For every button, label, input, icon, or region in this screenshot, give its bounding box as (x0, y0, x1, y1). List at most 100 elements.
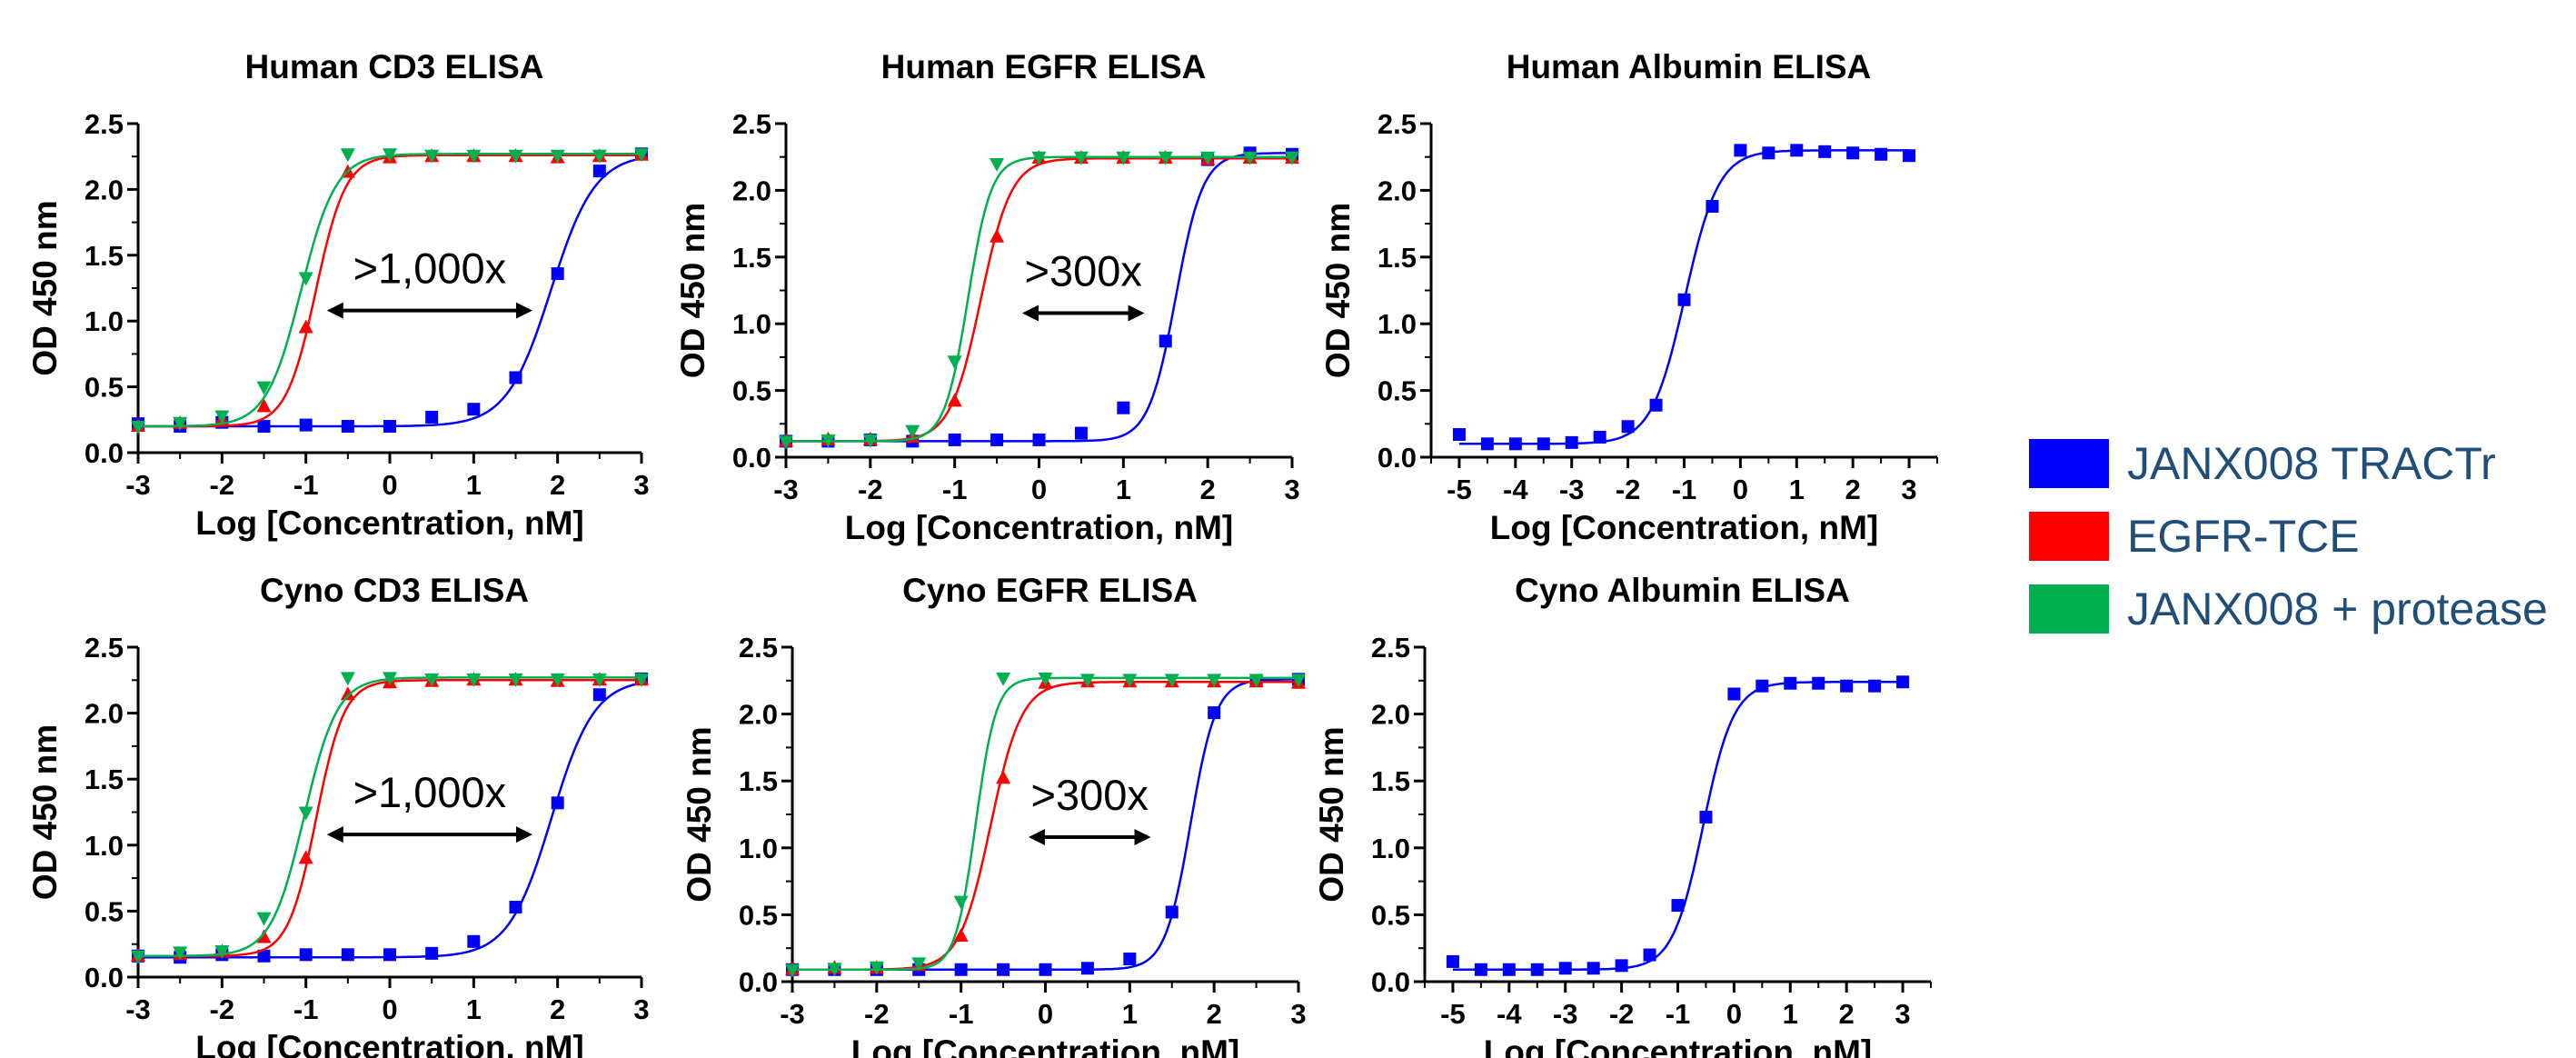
data-point (592, 673, 607, 687)
data-point (990, 228, 1005, 243)
data-point (1586, 962, 1600, 975)
x-tick-label: 3 (1290, 998, 1306, 1030)
data-point (298, 319, 313, 334)
data-point (256, 912, 272, 926)
fold-change-label: >300x (1031, 771, 1149, 819)
data-point (257, 949, 271, 963)
data-point (1073, 151, 1089, 165)
fold-change-label: >1,000x (353, 245, 507, 293)
data-point (1159, 334, 1172, 348)
series-curve (792, 676, 1298, 972)
x-tick-label: -1 (949, 998, 974, 1030)
y-axis-label: OD 450 nm (681, 726, 718, 902)
y-tick-label: 0.0 (1378, 442, 1417, 474)
series (779, 150, 1299, 447)
data-point (383, 420, 396, 434)
arrow-head-left (1021, 304, 1039, 322)
x-tick-label: 1 (466, 993, 482, 1025)
data-point (1762, 146, 1775, 160)
x-tick-label: -2 (210, 469, 235, 501)
data-point (383, 672, 397, 686)
y-tick-label: 1.0 (85, 830, 124, 862)
series-curve (138, 679, 642, 958)
data-point (298, 806, 313, 821)
data-point (131, 421, 145, 435)
y-tick-label: 1.5 (85, 240, 124, 272)
arrow-head-right (1134, 829, 1151, 846)
data-point (424, 673, 440, 687)
y-tick-label: 0.5 (1371, 899, 1410, 931)
series (131, 148, 649, 435)
y-tick-label: 0.5 (85, 895, 124, 927)
data-point (1446, 954, 1459, 968)
data-point (340, 686, 355, 701)
y-tick-label: 2.5 (1378, 108, 1417, 140)
x-tick-label: 2 (1207, 998, 1222, 1030)
arrow-head-left (326, 826, 343, 843)
y-tick-label: 2.5 (1371, 632, 1410, 664)
data-point (383, 148, 397, 163)
data-point (1291, 674, 1306, 688)
x-tick-label: -1 (1666, 998, 1691, 1030)
chart-title: Cyno EGFR ELISA (902, 572, 1198, 609)
y-tick-label: 2.0 (739, 699, 778, 731)
x-tick-label: 3 (633, 993, 649, 1025)
chart-panel: Cyno CD3 ELISA 0.0 0.5 1.0 1.5 2.0 2.5 -3 -2 -1 0 1… (26, 572, 650, 1058)
x-tick-label: -2 (858, 474, 883, 505)
data-point (1123, 952, 1137, 965)
data-point (340, 672, 355, 686)
y-tick-label: 2.0 (85, 174, 124, 205)
fold-change-label: >1,000x (353, 768, 507, 816)
x-tick-label: 1 (466, 469, 482, 501)
series (131, 672, 649, 964)
data-point (551, 796, 564, 810)
series (785, 674, 1306, 975)
data-point (1643, 948, 1656, 962)
data-point (383, 948, 396, 962)
x-tick-label: -2 (1616, 474, 1641, 505)
chart-panel: Human CD3 ELISA 0.0 0.5 1.0 1.5 2.0 2.5 -3 -2 -1 0… (26, 48, 650, 542)
data-point (1537, 437, 1550, 451)
series (785, 672, 1306, 978)
data-point (298, 272, 313, 286)
data-point (905, 424, 920, 439)
data-point (821, 434, 836, 448)
y-tick-label: 1.0 (1378, 308, 1417, 340)
data-point (1038, 672, 1053, 686)
series-curve (792, 678, 1298, 972)
data-point (1474, 963, 1487, 976)
series (131, 672, 649, 962)
arrow-head-left (1028, 829, 1045, 846)
data-point (1755, 679, 1769, 693)
data-point (1677, 293, 1691, 306)
data-point (341, 420, 354, 434)
y-axis-label: OD 450 nm (26, 724, 64, 900)
data-point (1734, 144, 1747, 157)
y-tick-label: 2.5 (739, 632, 778, 664)
data-point (634, 673, 649, 687)
x-tick-label: -1 (1672, 474, 1697, 505)
data-point (466, 673, 482, 687)
x-tick-label: 2 (1839, 998, 1855, 1030)
data-point (1565, 435, 1578, 449)
data-point (1080, 962, 1094, 975)
data-point (298, 850, 313, 864)
data-point (592, 149, 607, 164)
x-tick-label: 3 (1284, 474, 1299, 505)
data-point (214, 410, 230, 424)
x-axis-label: Log [Concentration, nM] (845, 509, 1234, 546)
series-curve (138, 682, 642, 959)
x-axis-label: Log [Concentration, nM] (851, 1033, 1240, 1058)
data-point (1649, 398, 1663, 412)
x-tick-label: 2 (550, 993, 565, 1025)
series (132, 672, 648, 964)
arrow-head-right (515, 826, 532, 843)
legend-label: EGFR-TCE (2127, 511, 2360, 562)
data-point (256, 398, 272, 413)
data-point (299, 418, 313, 432)
data-point (550, 149, 565, 164)
data-point (827, 963, 842, 977)
y-tick-label: 1.0 (85, 305, 124, 337)
data-point (1699, 810, 1713, 823)
y-tick-label: 2.0 (1371, 699, 1410, 731)
